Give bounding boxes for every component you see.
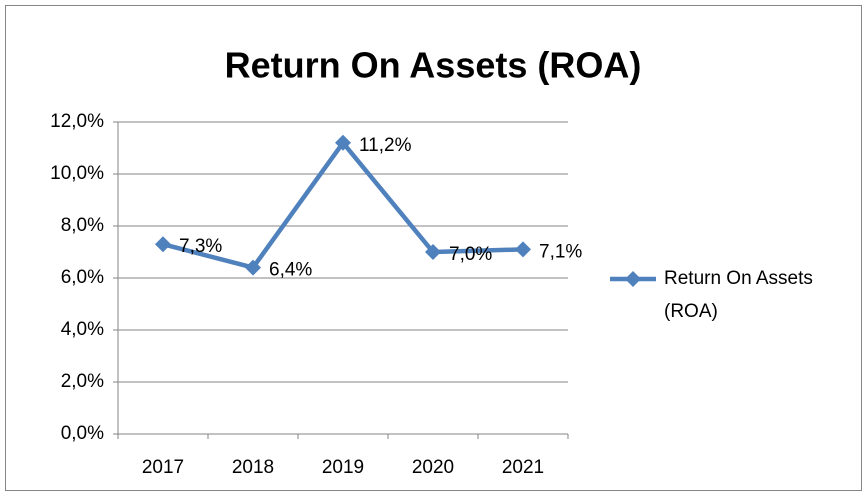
x-tick-label: 2018 — [232, 457, 274, 478]
y-tick-label: 0,0% — [61, 423, 104, 444]
y-tick-label: 10,0% — [50, 163, 104, 184]
y-tick-label: 2,0% — [61, 371, 104, 392]
data-point — [245, 259, 261, 276]
y-tick-label: 4,0% — [61, 319, 104, 340]
x-tick-label: 2017 — [142, 457, 184, 478]
data-point — [335, 134, 351, 151]
data-label: 6,4% — [269, 260, 312, 281]
chart-title: Return On Assets (ROA) — [225, 45, 642, 86]
x-tick-label: 2020 — [412, 457, 454, 478]
data-point — [515, 241, 531, 258]
data-label: 7,3% — [179, 236, 222, 257]
legend-marker — [625, 271, 641, 287]
data-label: 7,1% — [539, 241, 582, 262]
y-tick-label: 6,0% — [61, 267, 104, 288]
x-tick-label: 2021 — [502, 457, 544, 478]
y-tick-label: 12,0% — [50, 111, 104, 132]
data-label: 7,0% — [449, 244, 492, 265]
data-point — [425, 244, 441, 260]
y-tick-label: 8,0% — [61, 215, 104, 236]
legend-box: Return On Assets (ROA) — [664, 268, 813, 322]
data-label: 11,2% — [359, 135, 412, 156]
legend-label: Return On Assets (ROA) — [664, 268, 813, 322]
data-point — [155, 236, 171, 253]
x-tick-label: 2019 — [322, 457, 364, 478]
